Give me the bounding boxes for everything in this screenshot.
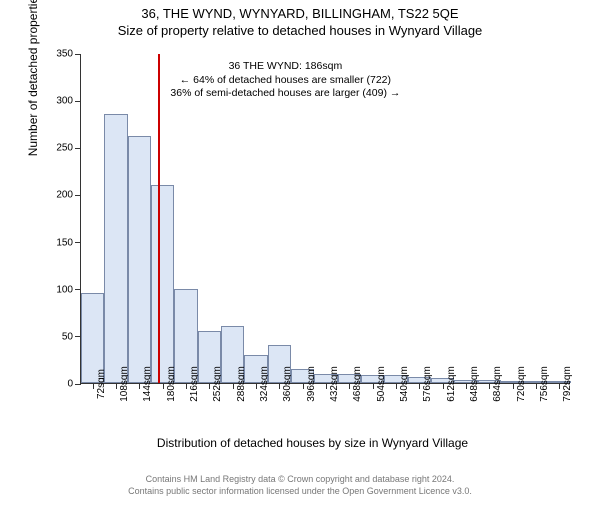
x-tick xyxy=(489,383,490,389)
y-tick-label: 350 xyxy=(56,49,81,60)
histogram-bar xyxy=(151,185,174,383)
x-tick-label: 756sqm xyxy=(539,366,550,402)
x-tick xyxy=(93,383,94,389)
footer-line1: Contains HM Land Registry data © Crown c… xyxy=(0,474,600,486)
y-tick-label: 200 xyxy=(56,190,81,201)
y-tick-label: 0 xyxy=(67,379,81,390)
x-tick-label: 648sqm xyxy=(469,366,480,402)
reference-marker xyxy=(158,54,160,383)
x-tick xyxy=(513,383,514,389)
y-tick-label: 100 xyxy=(56,284,81,295)
y-tick-label: 250 xyxy=(56,143,81,154)
y-axis-label: Number of detached properties xyxy=(26,0,40,156)
annotation-line: ← 64% of detached houses are smaller (72… xyxy=(170,74,400,88)
x-tick xyxy=(396,383,397,389)
x-tick xyxy=(116,383,117,389)
x-tick xyxy=(466,383,467,389)
x-tick xyxy=(256,383,257,389)
annotation-line: 36 THE WYND: 186sqm xyxy=(170,60,400,74)
x-tick xyxy=(326,383,327,389)
title-line2: Size of property relative to detached ho… xyxy=(0,23,600,38)
x-tick xyxy=(233,383,234,389)
x-tick xyxy=(139,383,140,389)
x-tick-label: 720sqm xyxy=(516,366,527,402)
x-tick xyxy=(443,383,444,389)
x-tick-label: 504sqm xyxy=(376,366,387,402)
x-tick xyxy=(279,383,280,389)
x-tick-label: 612sqm xyxy=(446,366,457,402)
annotation-line: 36% of semi-detached houses are larger (… xyxy=(170,87,400,101)
chart-container: Number of detached properties 0501001502… xyxy=(50,54,575,424)
x-tick-label: 432sqm xyxy=(329,366,340,402)
x-tick xyxy=(209,383,210,389)
x-tick xyxy=(536,383,537,389)
x-axis-label: Distribution of detached houses by size … xyxy=(50,436,575,450)
x-tick-label: 468sqm xyxy=(352,366,363,402)
x-tick xyxy=(186,383,187,389)
x-tick xyxy=(349,383,350,389)
y-tick-label: 300 xyxy=(56,96,81,107)
title-line1: 36, THE WYND, WYNYARD, BILLINGHAM, TS22 … xyxy=(0,6,600,21)
x-tick xyxy=(373,383,374,389)
histogram-bar xyxy=(128,136,151,383)
x-tick-label: 684sqm xyxy=(492,366,503,402)
x-tick xyxy=(419,383,420,389)
x-tick-label: 576sqm xyxy=(422,366,433,402)
x-tick xyxy=(303,383,304,389)
x-tick-label: 540sqm xyxy=(399,366,410,402)
x-tick xyxy=(559,383,560,389)
marker-annotation: 36 THE WYND: 186sqm← 64% of detached hou… xyxy=(166,58,404,103)
histogram-bar xyxy=(104,114,127,383)
x-tick-label: 792sqm xyxy=(562,366,573,402)
y-tick-label: 50 xyxy=(62,331,81,342)
plot-area: 05010015020025030035072sqm108sqm144sqm18… xyxy=(80,54,570,384)
footer-line2: Contains public sector information licen… xyxy=(0,486,600,498)
footer-text: Contains HM Land Registry data © Crown c… xyxy=(0,474,600,497)
x-tick-label: 396sqm xyxy=(306,366,317,402)
x-tick xyxy=(163,383,164,389)
y-tick-label: 150 xyxy=(56,237,81,248)
